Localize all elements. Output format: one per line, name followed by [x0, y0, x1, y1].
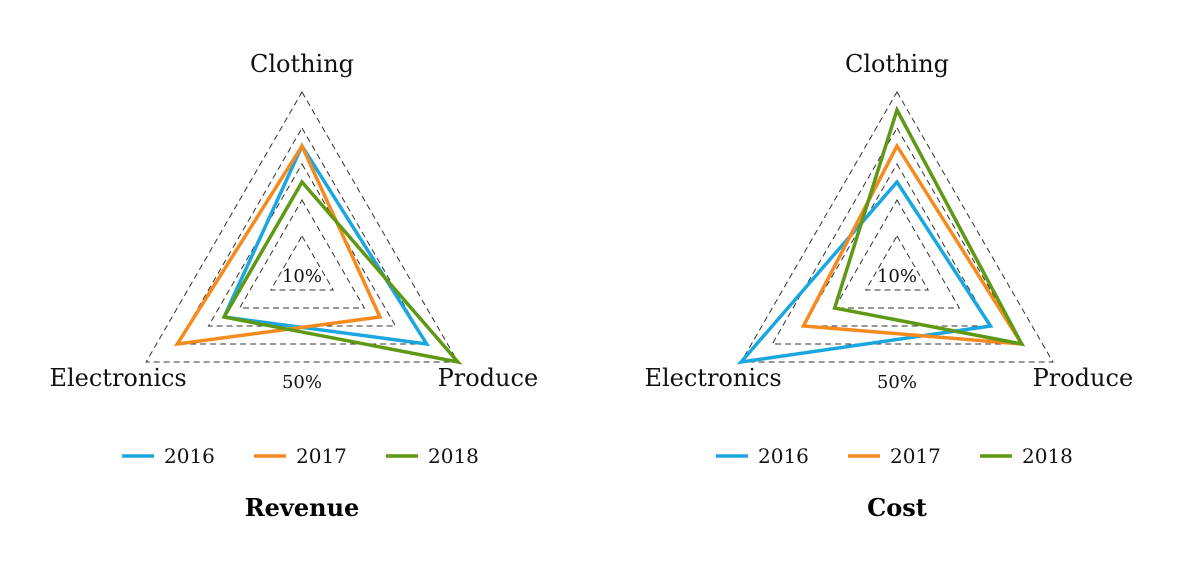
ring-label-inner: 10%	[877, 266, 917, 287]
series-2018	[221, 178, 463, 365]
radar-ring-30	[802, 163, 992, 327]
axis-label-electronics: Electronics	[644, 364, 781, 392]
axis-label-clothing: Clothing	[845, 50, 949, 78]
legend-label-2016: 2016	[164, 444, 215, 468]
series-2017	[800, 142, 1026, 347]
panel-title-cost: Cost	[867, 493, 927, 522]
series-2017	[173, 142, 383, 347]
legend-label-2018: 2018	[1022, 444, 1073, 468]
radar-ring-40	[771, 126, 1023, 345]
ring-label-inner: 10%	[282, 266, 322, 287]
radar-ring-20	[833, 198, 961, 309]
legend-label-2017: 2017	[890, 444, 941, 468]
radar-ring-20	[238, 198, 366, 309]
legend-label-2017: 2017	[296, 444, 347, 468]
legend-label-2018: 2018	[428, 444, 479, 468]
radar-ring-50	[145, 91, 459, 363]
axis-label-produce: Produce	[438, 364, 539, 392]
series-2016	[736, 179, 994, 365]
series-2018	[832, 105, 1025, 347]
ring-label-outer: 50%	[282, 372, 322, 393]
radar-ring-40	[176, 127, 428, 345]
series-2016	[221, 142, 431, 347]
radar-ring-30	[207, 162, 397, 327]
panel-title-revenue: Revenue	[245, 493, 360, 522]
radar-ring-50	[740, 90, 1054, 363]
axis-label-produce: Produce	[1033, 364, 1134, 392]
ring-label-outer: 50%	[877, 372, 917, 393]
legend-label-2016: 2016	[758, 444, 809, 468]
radar-ring-10	[269, 234, 335, 291]
axis-label-clothing: Clothing	[250, 50, 354, 78]
axis-label-electronics: Electronics	[49, 364, 186, 392]
radar-ring-10	[864, 235, 930, 291]
radar-panel-cost: 10% 50% Clothing Produce Electronics 2016 2017…	[644, 50, 1133, 522]
radar-panel-revenue: 10% 50% Clothing Produce Electronics 2016 2017…	[49, 50, 538, 522]
